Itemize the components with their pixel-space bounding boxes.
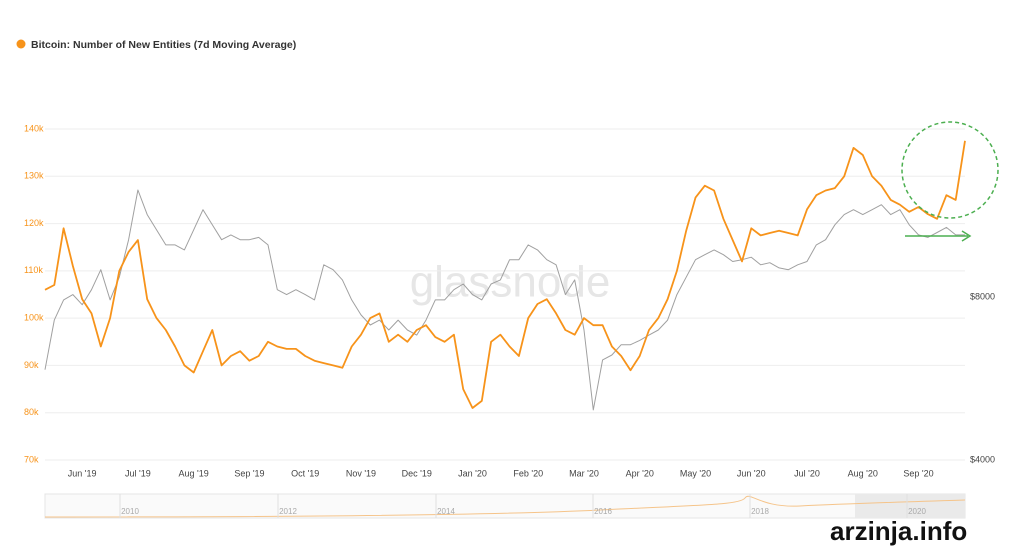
y-tick-label: 90k [24,360,39,370]
navigator-label: 2012 [279,507,297,516]
highlight-circle [901,121,999,219]
y-tick-label: 80k [24,407,39,417]
y2-tick-label: $8000 [970,291,995,301]
y-tick-label: 140k [24,123,44,133]
x-tick-label: Sep '19 [234,468,264,478]
x-tick-label: Mar '20 [569,468,599,478]
x-tick-label: Nov '19 [346,468,376,478]
y-tick-label: 120k [24,218,44,228]
grid: 70k 80k 90k 100k 110k 120k 130k 140k $4000 $8000 J… [24,123,995,478]
x-tick-label: Sep '20 [903,468,933,478]
y-tick-label: 100k [24,313,44,323]
watermark: glassnode [410,258,611,307]
x-tick-label: Jun '19 [68,468,97,478]
x-tick-label: Jan '20 [458,468,487,478]
x-tick-label: Apr '20 [626,468,654,478]
chart-title: Bitcoin: Number of New Entities (7d Movi… [31,39,296,51]
x-tick-label: Jun '20 [737,468,766,478]
x-tick-label: Feb '20 [513,468,543,478]
navigator-label: 2010 [121,507,139,516]
y2-tick-label: $4000 [970,454,995,464]
navigator [44,493,966,519]
navigator-label: 2014 [437,507,455,516]
navigator-label: 2020 [908,507,926,516]
series-line [44,189,965,411]
series-line [44,140,966,409]
navigator-selection [855,494,965,518]
y-tick-label: 110k [24,265,43,275]
navigator-label: 2018 [751,507,769,516]
x-tick-label: Aug '19 [179,468,209,478]
y-tick-label: 130k [24,171,44,181]
x-tick-label: Oct '19 [291,468,319,478]
x-tick-label: Jul '20 [794,468,820,478]
x-tick-label: Aug '20 [848,468,878,478]
y-tick-label: 70k [24,454,39,464]
x-tick-label: May '20 [680,468,711,478]
site-watermark: arzinja.info [830,516,967,546]
lines [44,140,966,411]
navigator-line [44,495,966,518]
title-icon [16,39,26,49]
x-tick-label: Dec '19 [402,468,432,478]
arrow-head [961,230,972,242]
navigator-label: 2016 [594,507,612,516]
navigator-labels: 2010 2012 2014 2016 2018 2020 [119,494,926,518]
x-tick-label: Jul '19 [125,468,151,478]
